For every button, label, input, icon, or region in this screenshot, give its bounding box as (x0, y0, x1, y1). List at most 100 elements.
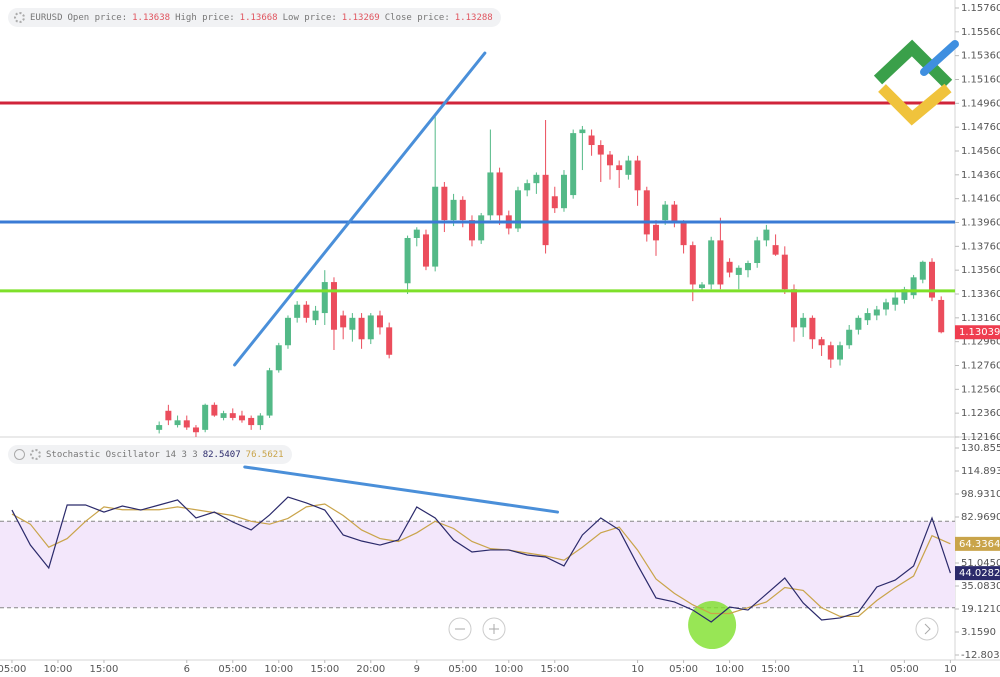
candle-body (468, 220, 475, 241)
x-tick-label: 05:00 (0, 664, 26, 675)
candle-body (652, 224, 659, 241)
settings-icon[interactable] (14, 12, 25, 23)
candle-body (542, 174, 549, 246)
y-tick-label: 1.13760 (961, 241, 1000, 252)
candle-body (202, 404, 209, 430)
candle-body (800, 317, 807, 328)
candle-body (809, 317, 816, 340)
x-tick-label: 10:00 (44, 664, 73, 675)
y-tick-label: 1.12160 (961, 432, 1000, 443)
field-value: 1.13638 (132, 12, 171, 23)
candle-body (192, 427, 199, 433)
candle-body (340, 315, 347, 328)
y-tick-label: 1.14560 (961, 146, 1000, 157)
last-value-tag: 44.0282 (959, 568, 1000, 579)
field-value: 1.13288 (454, 12, 493, 23)
price-header: EURUSD Open price: 1.13638 High price: 1.1… (8, 8, 501, 27)
x-tick-label: 05:00 (448, 664, 477, 675)
candle-body (873, 309, 880, 316)
symbol: EURUSD (30, 12, 63, 23)
x-tick-label: 10:00 (264, 664, 293, 675)
candle-body (321, 282, 328, 314)
x-tick-label: 05:00 (890, 664, 919, 675)
y-tick-label: 1.12360 (961, 408, 1000, 419)
candle-body (459, 199, 466, 221)
field-label: Low price: (282, 12, 337, 23)
last-value-tag-bg (955, 536, 1000, 551)
y-tick-label: 1.14960 (961, 98, 1000, 109)
candle-body (790, 289, 797, 328)
candle-body (901, 289, 908, 300)
field-label: High price: (175, 12, 235, 23)
x-tick-label: 15:00 (540, 664, 569, 675)
y-tick-label: 1.13560 (961, 265, 1000, 276)
candle-body (478, 215, 485, 241)
x-tick-label: 9 (414, 664, 420, 675)
series-line (11, 503, 951, 617)
candle-body (404, 237, 411, 284)
candle-body (275, 345, 282, 371)
y-tick-label: 3.1590 (961, 627, 996, 638)
candle-body (441, 186, 448, 221)
candle-body (910, 277, 917, 296)
candle-body (514, 190, 521, 229)
candle-body (643, 190, 650, 235)
candle-body (524, 183, 531, 191)
settings-icon[interactable] (30, 449, 41, 460)
x-tick-label: 10:00 (715, 664, 744, 675)
candle-body (855, 317, 862, 330)
candle-body (551, 196, 558, 209)
last-price-tag: 1.13039 (959, 327, 1000, 338)
y-tick-label: 130.8550 (961, 443, 1000, 454)
candle-body (330, 282, 337, 330)
candle-body (726, 261, 733, 273)
x-tick-label: 10:00 (494, 664, 523, 675)
candle-body (698, 284, 705, 289)
candle-body (846, 329, 853, 346)
candle-body (386, 327, 393, 355)
candle-body (781, 254, 788, 290)
last-value-tag-bg (955, 566, 1000, 581)
y-tick-label: 1.15160 (961, 74, 1000, 85)
candle-body (689, 245, 696, 285)
candle-body (432, 186, 439, 267)
field-value: 1.13269 (341, 12, 380, 23)
x-tick-label: 10 (944, 664, 957, 675)
candle-body (248, 417, 255, 426)
close-icon[interactable] (14, 449, 25, 460)
candle-body (754, 240, 761, 264)
x-tick-label: 15:00 (761, 664, 790, 675)
candle-body (892, 297, 899, 305)
y-tick-label: 82.9690 (961, 512, 1000, 523)
trend-line (243, 465, 560, 514)
y-tick-label: 1.13960 (961, 217, 1000, 228)
y-tick-label: -12.8030 (961, 650, 1000, 661)
zoom-out-button[interactable] (448, 617, 472, 641)
candle-body (450, 199, 457, 221)
candle-body (919, 261, 926, 280)
logo (873, 39, 959, 126)
zoom-in-button[interactable] (482, 617, 506, 641)
y-tick-label: 1.15360 (961, 51, 1000, 62)
y-tick-label: 1.14760 (961, 122, 1000, 133)
candle-body (367, 315, 374, 340)
indicator-value: 76.5621 (245, 449, 284, 460)
x-tick-label: 15:00 (310, 664, 339, 675)
candle-body (882, 302, 889, 310)
candle-body (616, 165, 623, 171)
candle-body (496, 172, 503, 216)
candle-body (928, 261, 935, 298)
x-tick-label: 05:00 (218, 664, 247, 675)
candle-body (836, 345, 843, 360)
candle-body (560, 174, 567, 209)
x-tick-label: 10 (631, 664, 644, 675)
candle-body (634, 160, 641, 191)
candle-body (257, 415, 264, 426)
candle-body (864, 313, 871, 321)
x-tick-label: 05:00 (669, 664, 698, 675)
x-tick-label: 11 (852, 664, 865, 675)
series-line (11, 496, 951, 623)
scroll-right-button[interactable] (915, 617, 939, 641)
candle-body (165, 410, 172, 421)
